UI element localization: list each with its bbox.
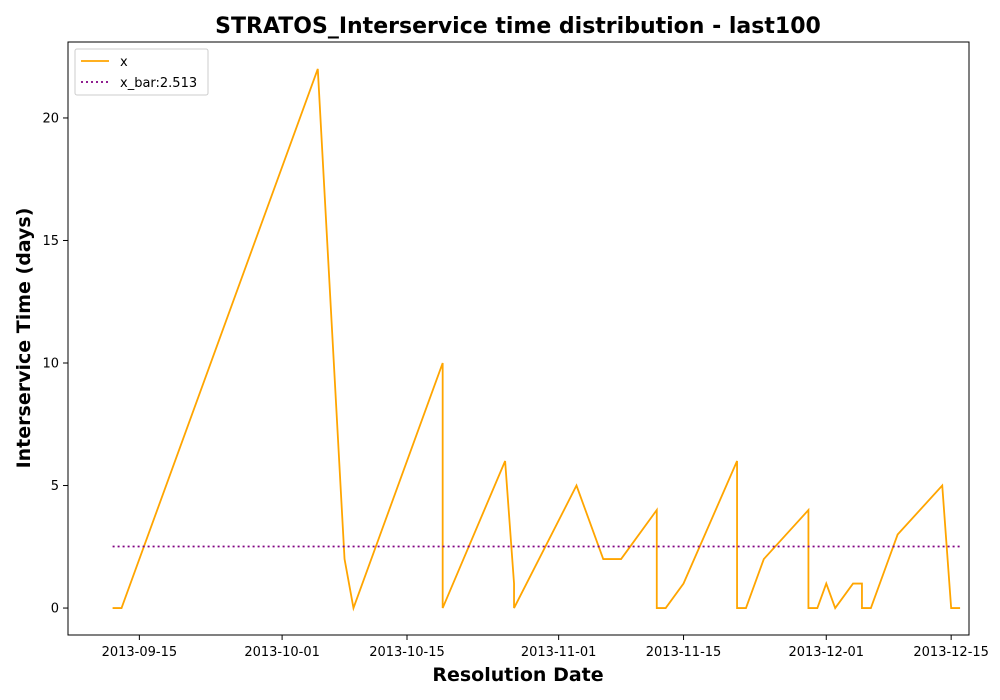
x-tick-label: 2013-09-15 xyxy=(102,645,178,660)
y-tick-label: 0 xyxy=(51,602,59,617)
x-tick-label: 2013-12-01 xyxy=(788,645,864,660)
y-tick-label: 20 xyxy=(42,111,59,126)
plot-frame xyxy=(67,41,970,636)
y-axis-label: Interservice Time (days) xyxy=(13,208,35,469)
x-tick-label: 2013-11-15 xyxy=(646,645,722,660)
x-tick-label: 2013-12-15 xyxy=(913,645,989,660)
legend-label-x: x xyxy=(120,55,128,70)
x-axis: 2013-09-15 2013-10-01 2013-10-15 2013-11-01… xyxy=(102,635,989,660)
series-line-x xyxy=(112,68,961,612)
x-tick-label: 2013-10-15 xyxy=(369,645,445,660)
y-tick-label: 15 xyxy=(42,234,59,249)
y-axis: 0 5 10 15 20 xyxy=(42,111,68,617)
legend: x x_bar:2.513 xyxy=(74,48,209,96)
x-tick-label: 2013-11-01 xyxy=(521,645,597,660)
series-group xyxy=(112,68,961,612)
x-axis-label: Resolution Date xyxy=(432,664,603,686)
y-tick-label: 5 xyxy=(51,479,59,494)
x-tick-label: 2013-10-01 xyxy=(244,645,320,660)
chart-title: STRATOS_Interservice time distribution -… xyxy=(215,14,821,39)
legend-label-x-bar: x_bar:2.513 xyxy=(120,76,197,91)
y-tick-label: 10 xyxy=(42,357,59,372)
